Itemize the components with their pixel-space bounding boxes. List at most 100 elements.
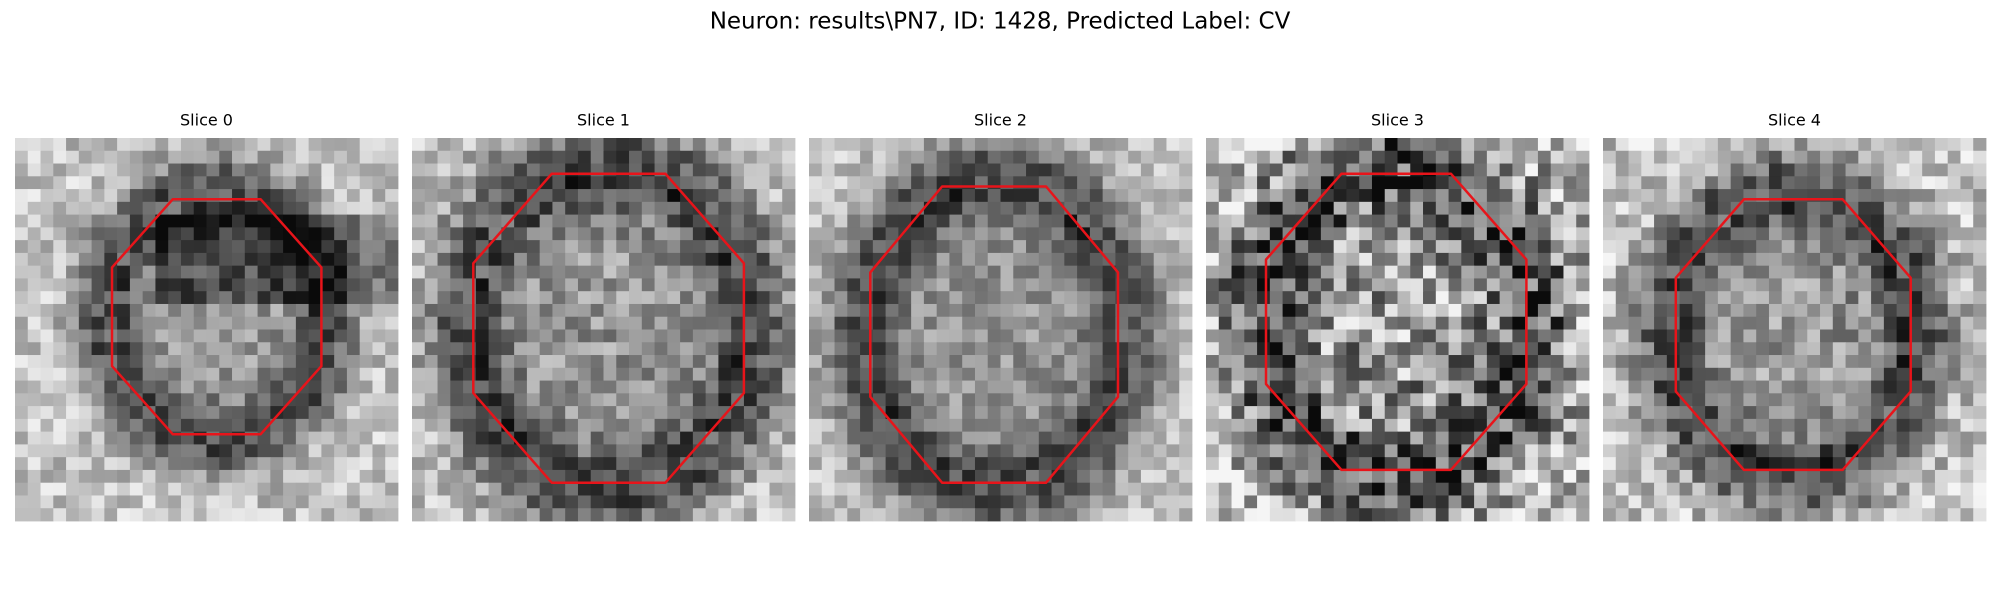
pixel xyxy=(590,355,604,369)
pixel xyxy=(1140,380,1155,394)
pixel xyxy=(1269,252,1283,267)
pixel xyxy=(949,406,963,420)
pixel xyxy=(385,176,399,190)
pixel xyxy=(577,431,592,445)
pixel xyxy=(1654,278,1668,292)
pixel xyxy=(1013,418,1027,433)
pixel xyxy=(1474,457,1488,471)
pixel xyxy=(1102,163,1116,177)
pixel xyxy=(1153,406,1167,420)
pixel xyxy=(437,393,451,407)
pixel xyxy=(1922,444,1936,458)
pixel xyxy=(911,138,925,152)
pixel xyxy=(40,150,54,164)
pixel xyxy=(346,406,361,420)
pixel xyxy=(705,508,719,522)
pixel xyxy=(1641,342,1655,356)
pixel xyxy=(117,393,131,407)
pixel xyxy=(1474,252,1488,267)
pixel xyxy=(1089,138,1104,152)
pixel xyxy=(680,495,694,509)
pixel xyxy=(295,176,310,190)
pixel xyxy=(257,163,271,177)
pixel xyxy=(244,406,258,420)
pixel xyxy=(1934,201,1949,215)
pixel xyxy=(1794,278,1808,292)
pixel xyxy=(1832,342,1846,356)
pixel xyxy=(295,303,310,318)
pixel xyxy=(1410,469,1424,484)
pixel xyxy=(1282,138,1296,152)
pixel xyxy=(756,482,770,496)
pixel xyxy=(756,495,770,509)
pixel xyxy=(1743,163,1757,177)
pixel xyxy=(885,201,899,215)
pixel xyxy=(1026,150,1040,164)
pixel xyxy=(526,469,541,484)
pixel xyxy=(1563,252,1577,267)
pixel xyxy=(1448,227,1462,241)
pixel xyxy=(1871,201,1885,215)
pixel xyxy=(1666,406,1680,420)
pixel xyxy=(1883,278,1898,292)
pixel xyxy=(1077,240,1091,254)
pixel xyxy=(1359,495,1373,509)
pixel xyxy=(1474,342,1488,356)
pixel xyxy=(1218,278,1232,292)
pixel xyxy=(53,469,67,484)
pixel xyxy=(641,482,655,496)
pixel xyxy=(1140,138,1155,152)
pixel xyxy=(501,457,515,471)
pixel xyxy=(142,291,156,305)
pixel xyxy=(1550,393,1564,407)
pixel xyxy=(872,201,886,215)
pixel xyxy=(1909,495,1923,509)
pixel xyxy=(718,393,732,407)
pixel xyxy=(437,214,451,228)
pixel xyxy=(232,482,246,496)
pixel xyxy=(1257,393,1271,407)
pixel xyxy=(142,265,156,279)
pixel xyxy=(974,303,989,318)
pixel xyxy=(412,482,426,496)
pixel xyxy=(629,303,643,318)
pixel xyxy=(232,303,246,318)
pixel xyxy=(731,380,745,394)
pixel xyxy=(78,163,92,177)
pixel xyxy=(53,431,67,445)
pixel xyxy=(450,508,464,522)
pixel xyxy=(514,457,528,471)
pixel xyxy=(1486,240,1501,254)
pixel xyxy=(1794,393,1808,407)
pixel xyxy=(437,176,451,190)
pixel xyxy=(1934,482,1949,496)
pixel xyxy=(769,342,783,356)
pixel xyxy=(359,138,373,152)
pixel xyxy=(782,291,796,305)
pixel xyxy=(847,201,861,215)
pixel xyxy=(1115,163,1129,177)
pixel xyxy=(539,214,553,228)
pixel xyxy=(1077,189,1091,203)
pixel xyxy=(1128,291,1142,305)
pixel xyxy=(629,380,643,394)
pixel xyxy=(155,138,169,152)
pixel xyxy=(782,342,796,356)
pixel xyxy=(1705,495,1719,509)
pixel xyxy=(1359,252,1373,267)
pixel xyxy=(1973,367,1987,381)
pixel xyxy=(718,431,732,445)
pixel xyxy=(1333,444,1347,458)
pixel xyxy=(1179,303,1193,318)
pixel xyxy=(295,418,310,433)
pixel xyxy=(1768,367,1783,381)
pixel xyxy=(769,265,783,279)
pixel xyxy=(180,482,195,496)
pixel xyxy=(1423,150,1437,164)
pixel xyxy=(1832,393,1846,407)
pixel xyxy=(257,316,271,330)
pixel xyxy=(104,482,118,496)
pixel xyxy=(1166,278,1180,292)
pixel xyxy=(155,367,169,381)
pixel xyxy=(514,214,528,228)
